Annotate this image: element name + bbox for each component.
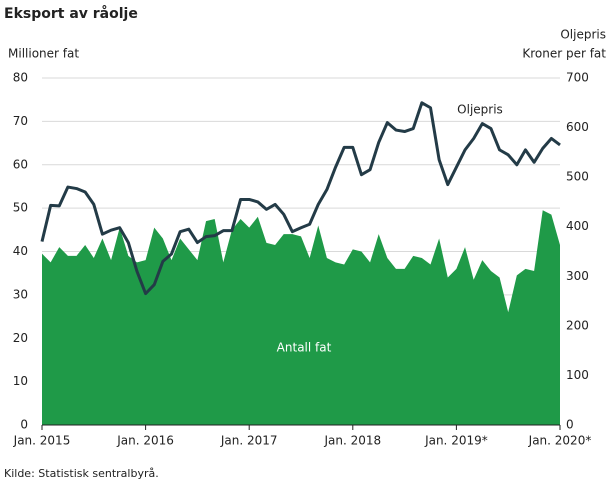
y2-tick-label: 700 bbox=[566, 71, 589, 85]
y2-tick-label: 0 bbox=[566, 418, 574, 432]
y2-tick-label: 600 bbox=[566, 120, 589, 134]
y2-axis-label: Oljepris bbox=[560, 28, 606, 42]
x-tick-label: Jan. 2016 bbox=[116, 434, 174, 448]
y-tick-label: 80 bbox=[13, 71, 28, 85]
series-label: Antall fat bbox=[277, 341, 332, 355]
y2-axis-label: Kroner per fat bbox=[522, 47, 606, 61]
x-tick-label: Jan. 2019* bbox=[424, 434, 488, 448]
plot: 0 10 20 30 40 50 60 70 80 0 100 200 300 400 500 600 700 J… bbox=[13, 71, 592, 448]
series-label: Oljepris bbox=[457, 103, 503, 117]
y-tick-label: 50 bbox=[13, 201, 28, 215]
line bbox=[40, 101, 561, 296]
y-tick-label: 70 bbox=[13, 114, 28, 128]
chart-title: Eksport av råolje bbox=[4, 5, 138, 22]
x-tick-label: Jan. 2020* bbox=[528, 434, 592, 448]
y2-tick-label: 100 bbox=[566, 368, 589, 382]
y-tick-label: 40 bbox=[13, 244, 28, 258]
y2-tick-label: 400 bbox=[566, 219, 589, 233]
y-tick-label: 60 bbox=[13, 157, 28, 171]
y2-tick-label: 500 bbox=[566, 170, 589, 184]
source: Kilde: Statistisk sentralbyrå. bbox=[4, 467, 159, 480]
y-tick-label: 0 bbox=[20, 418, 28, 432]
y2-tick-label: 300 bbox=[566, 269, 589, 283]
y-tick-label: 10 bbox=[13, 374, 28, 388]
area bbox=[42, 210, 560, 425]
y2-tick-label: 200 bbox=[566, 318, 589, 332]
x-tick-label: Jan. 2017 bbox=[220, 434, 278, 448]
y-tick-label: 20 bbox=[13, 331, 28, 345]
y-axis-label: Millioner fat bbox=[8, 47, 79, 61]
x-tick-label: Jan. 2015 bbox=[13, 434, 71, 448]
y-tick-label: 30 bbox=[13, 287, 28, 301]
x-tick-label: Jan. 2018 bbox=[323, 434, 381, 448]
